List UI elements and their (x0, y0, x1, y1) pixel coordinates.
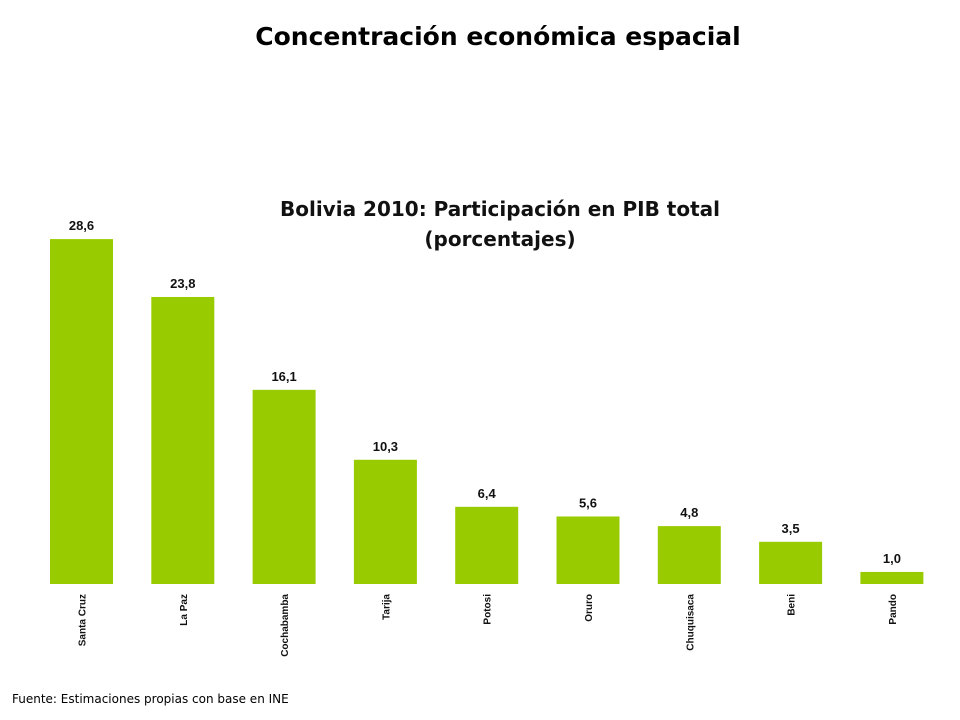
bar-santa-cruz (50, 239, 113, 585)
chart-title-line2: (porcentajes) (424, 227, 576, 251)
value-label: 5,6 (579, 495, 597, 510)
value-label: 4,8 (680, 505, 698, 520)
category-label: La Paz (179, 594, 190, 626)
value-label: 10,3 (373, 439, 398, 454)
bar-beni (759, 541, 823, 584)
value-label: 28,6 (69, 218, 94, 233)
value-label: 23,8 (170, 276, 195, 291)
value-label: 3,5 (782, 521, 800, 536)
value-label: 16,1 (271, 369, 296, 384)
value-label: 6,4 (478, 486, 497, 501)
bar-chart: 28,6 23,8 16,1 10,3 6,4 5,6 4,8 3,5 1,0 Santa Cr… (50, 218, 924, 657)
chart-title-line1: Bolivia 2010: Participación en PIB total (279, 197, 721, 221)
category-label: Tarija (381, 594, 392, 620)
bar-oruro (556, 516, 620, 584)
category-label: Beni (787, 594, 798, 616)
bar-la-paz (151, 296, 215, 584)
category-label: Potosi (483, 594, 494, 625)
category-label: Santa Cruz (78, 594, 89, 646)
value-label: 1,0 (883, 551, 901, 566)
bar-pando (860, 571, 924, 584)
bar-potosi (455, 506, 519, 584)
category-label: Pando (888, 594, 899, 625)
category-labels-group: Santa Cruz La Paz Cochabamba Tarija Potosi Or… (78, 594, 899, 657)
category-label: Oruro (584, 594, 595, 622)
page-title: Concentración económica espacial (255, 22, 741, 51)
bar-tarija (353, 459, 417, 584)
category-label: Cochabamba (280, 594, 291, 657)
chart-title: Bolivia 2010: Participación en PIB total… (250, 194, 750, 254)
bar-cochabamba (252, 389, 316, 584)
bars-group (50, 239, 924, 585)
source-note: Fuente: Estimaciones propias con base en… (12, 692, 289, 706)
category-label: Chuquisaca (685, 594, 696, 651)
value-labels-group: 28,6 23,8 16,1 10,3 6,4 5,6 4,8 3,5 1,0 (69, 218, 901, 566)
bar-chuquisaca (657, 526, 721, 584)
